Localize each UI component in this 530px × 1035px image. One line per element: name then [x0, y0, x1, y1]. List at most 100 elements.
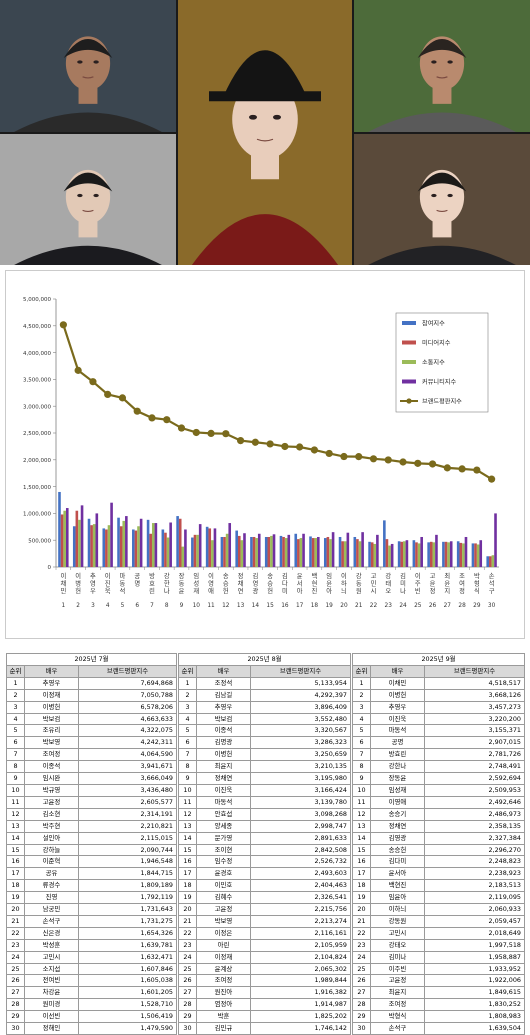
table-header-cell: 순위	[6, 664, 25, 678]
bar-1-1	[58, 491, 61, 567]
table-row: 21 박보영 2,213,274	[178, 914, 351, 928]
table-cell-score: 3,155,371	[424, 724, 525, 738]
brand-point-1	[59, 321, 67, 329]
table-cell-name: 안효섭	[196, 807, 251, 821]
brand-point-30	[488, 475, 496, 483]
x-tick-number: 20	[340, 603, 348, 609]
brand-point-26	[428, 460, 437, 468]
legend-swatch	[402, 321, 416, 325]
table-cell-rank: 28	[178, 998, 197, 1012]
table-cell-name: 신은경	[24, 926, 79, 940]
table-row: 18 이민호 2,404,463	[178, 879, 351, 893]
x-category-char: 한	[164, 579, 170, 587]
table-cell-rank: 4	[178, 712, 197, 726]
table-cell-rank: 13	[178, 819, 197, 833]
photo-shoulders	[191, 214, 339, 265]
photo-actor-2	[178, 0, 352, 265]
table-header-cell: 배우	[370, 664, 425, 678]
x-tick-number: 19	[325, 603, 333, 609]
table-row: 26 고윤정 1,922,006	[352, 974, 525, 988]
table-cell-rank: 24	[352, 950, 371, 964]
legend-label: 참여지수	[422, 320, 445, 328]
table-cell-name: 이하늬	[370, 903, 425, 916]
table-cell-name: 고윤정	[370, 974, 425, 988]
brand-point-29	[473, 466, 481, 474]
bar-3-15	[270, 535, 273, 567]
x-category-char: 여	[459, 578, 465, 587]
y-tick-label: 2,000,000	[23, 458, 51, 464]
x-category-char: 아	[297, 586, 303, 595]
legend-label: 브랜드평판지수	[422, 398, 462, 406]
table-row: 16 임수정 2,526,732	[178, 855, 351, 869]
table-cell-score: 2,105,959	[250, 938, 351, 952]
table-cell-rank: 20	[352, 903, 371, 916]
table-cell-name: 김남길	[196, 688, 251, 702]
table-row: 17 윤경호 2,493,603	[178, 867, 351, 881]
x-category-char: 아	[326, 586, 332, 595]
bar-2-21	[356, 539, 359, 567]
photo-hat-brim	[209, 91, 321, 102]
bar-3-6	[137, 526, 140, 567]
table-cell-name: 이종석	[196, 724, 251, 738]
x-tick-number: 23	[385, 603, 393, 609]
bar-3-24	[403, 541, 406, 567]
table-cell-name: 원진아	[196, 986, 251, 1000]
table-cell-rank: 30	[6, 1022, 25, 1035]
table-cell-name: 박보영	[24, 736, 79, 750]
x-category-char: 민	[371, 578, 377, 587]
bar-1-14	[250, 536, 253, 567]
bar-2-11	[208, 528, 212, 567]
table-cell-score: 2,104,824	[250, 950, 351, 964]
bar-4-10	[198, 524, 202, 567]
bar-3-2	[78, 519, 81, 567]
table-cell-rank: 12	[6, 807, 25, 821]
table-cell-score: 1,808,983	[424, 1010, 525, 1024]
table-cell-name: 염정아	[196, 998, 251, 1012]
bar-2-12	[223, 536, 226, 567]
table-cell-score: 3,436,480	[78, 783, 177, 797]
bar-1-10	[191, 537, 194, 567]
table-header-cell: 브랜드평판지수	[424, 664, 525, 678]
bar-3-1	[63, 510, 66, 567]
brand-point-14	[251, 438, 259, 446]
bar-3-12	[225, 533, 229, 567]
bar-4-19	[331, 532, 335, 567]
table-cell-name: 박주현	[24, 819, 79, 833]
table-cell-score: 2,404,463	[250, 879, 351, 893]
table-cell-name: 정채연	[370, 819, 425, 833]
brand-point-27	[443, 464, 451, 472]
table-row: 9 정채연 3,195,980	[178, 772, 351, 785]
table-cell-rank: 11	[6, 795, 25, 809]
table-cell-score: 1,654,326	[78, 926, 177, 940]
x-category-char: 재	[193, 587, 199, 595]
x-tick-number: 12	[222, 603, 230, 609]
table-cell-score: 2,115,015	[78, 831, 177, 845]
table-cell-name: 이채민	[370, 676, 425, 690]
table-cell-name: 고윤정	[196, 903, 251, 916]
table-cell-score: 1,792,119	[78, 891, 177, 905]
x-category-char: 진	[105, 578, 111, 587]
table-row: 24 고민시 1,632,471	[6, 950, 177, 964]
bar-1-29	[471, 543, 475, 567]
x-tick-number: 29	[473, 603, 481, 609]
table-cell-name: 공유	[24, 867, 79, 881]
table-cell-rank: 20	[6, 903, 25, 916]
x-tick-number: 6	[135, 603, 139, 609]
x-category-char: 나	[400, 586, 406, 595]
y-tick-label: 1,000,000	[23, 512, 51, 518]
bar-3-5	[122, 520, 126, 567]
table-cell-score: 2,605,577	[78, 795, 177, 809]
table-cell-name: 이정재	[24, 688, 79, 702]
brand-point-23	[384, 456, 392, 464]
table-row: 8 최윤지 3,210,135	[178, 760, 351, 774]
y-tick-label: 0	[48, 565, 52, 571]
table-cell-score: 1,922,006	[424, 974, 525, 988]
x-tick-number: 27	[444, 603, 452, 609]
bar-1-26	[427, 542, 430, 567]
table-cell-name: 손석구	[24, 914, 79, 928]
x-category-char: 박	[474, 571, 480, 580]
bar-1-20	[338, 536, 342, 567]
photo-mouth	[436, 76, 448, 79]
table-row: 30 김민규 1,746,142	[178, 1022, 351, 1035]
table-cell-rank: 6	[6, 736, 25, 750]
